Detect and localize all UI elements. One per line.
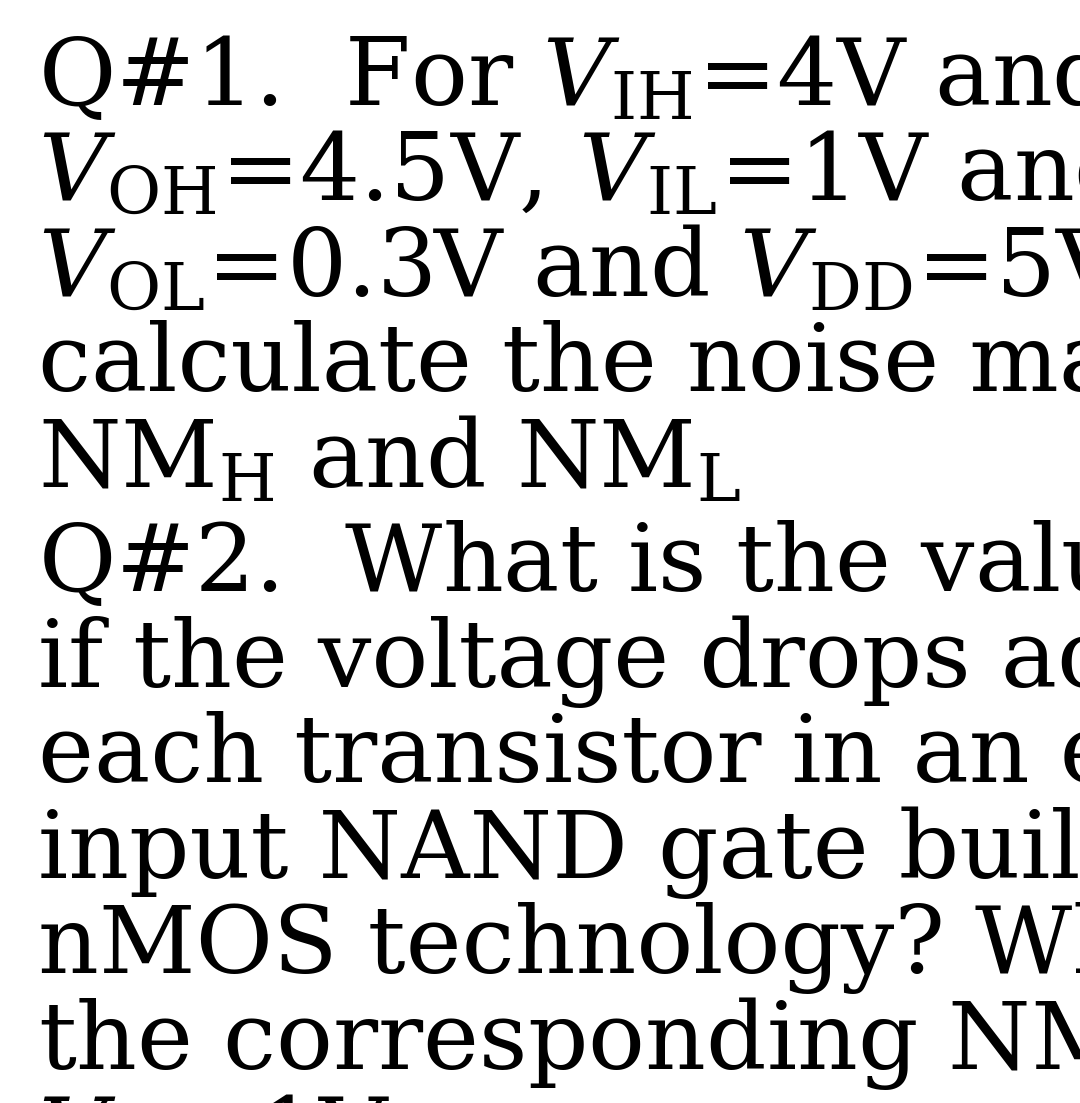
Text: each transistor in an eight-: each transistor in an eight- bbox=[38, 711, 1080, 803]
Text: nMOS technology? What is: nMOS technology? What is bbox=[38, 902, 1080, 994]
Text: input NAND gate built using: input NAND gate built using bbox=[38, 806, 1080, 899]
Text: calculate the noise margin: calculate the noise margin bbox=[38, 321, 1080, 413]
Text: $\mathrm{NM_{H}}$ and $\mathrm{NM_{L}}$: $\mathrm{NM_{H}}$ and $\mathrm{NM_{L}}$ bbox=[38, 416, 741, 506]
Text: Q#2.  What is the value of $V_{\mathrm{OL}}$: Q#2. What is the value of $V_{\mathrm{OL… bbox=[38, 520, 1080, 610]
Text: Q#1.  For $V_{\mathrm{IH}}$=4V and: Q#1. For $V_{\mathrm{IH}}$=4V and bbox=[38, 33, 1080, 124]
Text: $V_{\mathrm{OL}}$=0.3V and $V_{\mathrm{DD}}$=5V;: $V_{\mathrm{OL}}$=0.3V and $V_{\mathrm{D… bbox=[38, 225, 1080, 314]
Text: $V_{\mathrm{IL}}$=1V.: $V_{\mathrm{IL}}$=1V. bbox=[38, 1093, 409, 1103]
Text: the corresponding $\mathrm{NM_{L}}$ if: the corresponding $\mathrm{NM_{L}}$ if bbox=[38, 995, 1080, 1092]
Text: $V_{\mathrm{OH}}$=4.5V, $V_{\mathrm{IL}}$=1V and: $V_{\mathrm{OH}}$=4.5V, $V_{\mathrm{IL}}… bbox=[38, 129, 1080, 219]
Text: if the voltage drops across: if the voltage drops across bbox=[38, 615, 1080, 707]
